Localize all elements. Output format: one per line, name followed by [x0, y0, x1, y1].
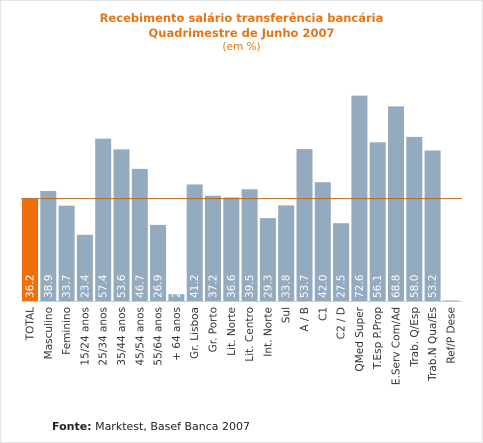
bar-value-label: 37.2 [208, 275, 220, 298]
bar [388, 106, 404, 301]
category-label: C2 / D [336, 307, 348, 339]
bar [113, 149, 130, 301]
bar [168, 294, 185, 301]
chart-title-line-2: Quadrimestre de Junho 2007 [148, 26, 335, 40]
bar-value-label: 36.6 [226, 274, 238, 298]
category-label: Sul [281, 307, 293, 323]
bar-value-label: 23.4 [79, 274, 91, 298]
bar [314, 182, 331, 301]
category-label: 55/64 anos [153, 307, 165, 366]
bar-value-label: 29.3 [262, 275, 274, 298]
bar [205, 195, 221, 301]
chart-title-line-1: Recebimento salário transferência bancár… [99, 11, 384, 25]
bar-value-label: 46.7 [134, 275, 146, 298]
bar [241, 189, 258, 301]
category-label: Masculino [43, 307, 55, 359]
bar [150, 224, 167, 301]
bar [58, 205, 75, 301]
bar [442, 300, 459, 301]
source-text: Marktest, Basef Banca 2007 [91, 420, 251, 433]
bar [369, 142, 386, 301]
category-label: E.Serv Com/Ad [391, 307, 403, 385]
bar-value-label: 41.2 [189, 275, 201, 298]
bar [278, 205, 295, 301]
bar-value-label: 2.4 [171, 281, 183, 298]
bar-value-label: 53.6 [116, 274, 128, 298]
category-label: Gr. Lisboa [189, 307, 201, 359]
category-label: TOTAL [25, 307, 37, 341]
bar-chart: 36.2 TOTAL 38.9 Masculino 33.7 Feminino 23.4 15… [21, 95, 462, 385]
category-label: Trab. Q/Esp [409, 307, 421, 368]
category-label: Int. Norte [262, 307, 274, 357]
bar-value-label: 53.7 [299, 275, 311, 298]
bar-value-label: 53.2 [427, 275, 439, 298]
category-label: QMed Super [354, 306, 366, 371]
category-label: 45/54 anos [134, 307, 146, 366]
category-label: 35/44 anos [116, 307, 128, 366]
category-label: 25/34 anos [98, 307, 110, 366]
bar [131, 168, 148, 301]
bar [406, 136, 423, 301]
bar-value-label: 38.9 [43, 275, 55, 298]
category-label: 15/24 anos [79, 307, 91, 366]
bar-value-label: 33.7 [61, 275, 73, 298]
bar [95, 138, 112, 301]
category-label: A / B [299, 307, 311, 332]
source-label: Fonte: [52, 420, 92, 433]
category-label: C1 [317, 307, 329, 321]
category-label: Feminino [61, 307, 73, 355]
bar-value-label: 39.5 [244, 275, 256, 298]
bar-value-label: 0.2 [445, 281, 457, 298]
chart-subtitle: (em %) [222, 41, 261, 53]
bar-value-label: 72.6 [354, 274, 366, 298]
category-label: Ref/P Dese [445, 307, 457, 364]
bar [76, 234, 93, 301]
category-label: Lit. Norte [226, 307, 238, 356]
category-label: Trab.N Qua/Es [427, 307, 439, 382]
bar [22, 198, 38, 301]
bar [223, 197, 240, 301]
bar-value-label: 68.8 [391, 275, 403, 298]
source-note: Fonte: Marktest, Basef Banca 2007 [52, 420, 250, 433]
bar [424, 150, 441, 301]
bar [40, 190, 57, 301]
category-label: Gr. Porto [208, 307, 220, 352]
bar-value-label: 58.0 [409, 275, 421, 298]
bar [186, 184, 203, 301]
bar-value-label: 33.8 [281, 275, 293, 298]
bar [259, 218, 276, 301]
category-label: T.Esp P.Prop [372, 307, 384, 370]
bar-value-label: 26.9 [153, 275, 165, 298]
bar-value-label: 56.1 [372, 275, 384, 298]
category-label: Lit. Centro [244, 307, 256, 362]
bar [296, 149, 313, 301]
bar-value-label: 57.4 [98, 274, 110, 298]
bar-value-label: 36.2 [25, 275, 37, 298]
bar-value-label: 27.5 [336, 275, 348, 298]
bar-value-label: 42.0 [317, 275, 329, 298]
bar [333, 223, 350, 301]
category-label: + 64 anos [171, 307, 183, 361]
